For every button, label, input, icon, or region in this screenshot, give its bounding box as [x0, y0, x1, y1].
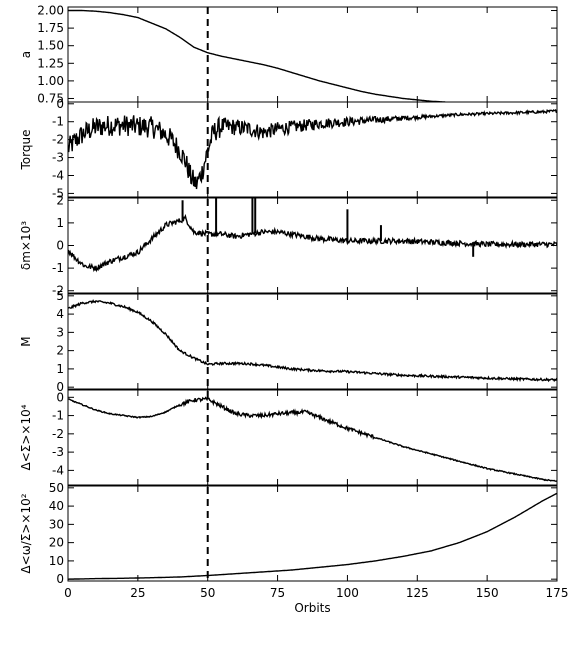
y-tick-label-torque: 0	[56, 97, 64, 111]
series-line-a	[68, 9, 446, 102]
panel-frame-dratio	[67, 485, 558, 582]
y-tick-label-dm: -1	[52, 261, 64, 275]
y-axis-label-mdot: M	[19, 336, 33, 346]
x-tick-label: 50	[200, 586, 215, 600]
y-tick-label-dsigma: -1	[52, 409, 64, 423]
y-tick-label-dratio: 40	[49, 499, 64, 513]
panel-a: 0.75 1.00 1.25 1.50 1.75 2.00 a	[19, 4, 558, 105]
y-tick-label-a: 1.00	[37, 74, 64, 88]
y-tick-label-mdot: 4	[56, 307, 64, 321]
y-tick-label-mdot: 5	[56, 289, 64, 303]
y-tick-label-dsigma: -4	[52, 463, 64, 477]
y-tick-label-dm: -2	[52, 284, 64, 298]
y-tick-label-torque: -1	[52, 115, 64, 129]
y-tick-label-a: 1.25	[37, 56, 64, 70]
y-tick-label-dsigma: 0	[56, 390, 64, 404]
y-axis-label-dm: δm×10³	[19, 221, 33, 270]
x-tick-label: 75	[270, 586, 285, 600]
y-axis-label-dratio: Δ<ω/Σ>×10²	[19, 493, 33, 573]
y-tick-label-a: 1.50	[37, 39, 64, 53]
y-tick-label-dm: 2	[56, 193, 64, 207]
y-tick-label-dratio: 20	[49, 536, 64, 550]
series-line-dsigma	[68, 395, 557, 482]
x-axis-label: Orbits	[294, 601, 330, 615]
x-tick-label: 100	[336, 586, 359, 600]
panel-torque: -5 -4 -3 -2 -1 0 Torque	[19, 97, 558, 200]
y-tick-label-a: 0.75	[37, 91, 64, 105]
y-tick-label-torque: -5	[52, 186, 64, 200]
panel-dratio: 0 10 20 30 40 50 Δ<ω/Σ>×10²	[19, 481, 558, 586]
x-tick-label: 0	[64, 586, 72, 600]
y-tick-label-dsigma: -3	[52, 445, 64, 459]
x-tick-label: 150	[476, 586, 499, 600]
x-tick-label: 175	[546, 586, 569, 600]
y-tick-label-mdot: 3	[56, 325, 64, 339]
y-axis-label-torque: Torque	[19, 130, 33, 171]
y-tick-label-dsigma: -2	[52, 427, 64, 441]
x-tick-label: 125	[406, 586, 429, 600]
panel-frame-a	[67, 6, 558, 103]
y-tick-label-torque: -4	[52, 168, 64, 182]
panel-frame-dsigma	[67, 389, 558, 486]
series-line-dm	[68, 213, 557, 273]
y-tick-label-torque: -3	[52, 151, 64, 165]
panel-dm: -2 -1 0 1 2 δm×10³	[19, 193, 558, 298]
y-tick-label-dm: 1	[56, 216, 64, 230]
x-tick-label: 25	[130, 586, 145, 600]
panel-frame-torque	[67, 101, 558, 198]
panel-dsigma: -4 -3 -2 -1 0 Δ<Σ>×10⁴	[19, 389, 558, 486]
y-tick-label-mdot: 0	[56, 380, 64, 394]
y-tick-label-mdot: 2	[56, 344, 64, 358]
y-tick-label-a: 1.75	[37, 21, 64, 35]
x-tick-labels: 0 25 50 75 100 125 150 175	[64, 586, 568, 600]
panels: 0.75 1.00 1.25 1.50 1.75 2.00 a -5 -4 -3 -2 -1 0 Torq…	[19, 4, 558, 586]
y-tick-label-torque: -2	[52, 133, 64, 147]
panel-mdot: 0 1 2 3 4 5 M	[19, 289, 558, 394]
series-line-mdot	[68, 299, 557, 383]
series-line-dratio	[68, 492, 557, 580]
panel-frame-mdot	[67, 293, 558, 390]
y-tick-label-dm: 0	[56, 239, 64, 253]
y-tick-label-dratio: 50	[49, 481, 64, 495]
y-tick-label-dratio: 0	[56, 572, 64, 586]
y-tick-label-dratio: 30	[49, 517, 64, 531]
y-tick-label-mdot: 1	[56, 362, 64, 376]
y-axis-label-a: a	[19, 51, 33, 58]
y-tick-label-dratio: 10	[49, 554, 64, 568]
panel-frame-dm	[67, 197, 558, 294]
y-axis-label-dsigma: Δ<Σ>×10⁴	[19, 404, 33, 470]
y-tick-label-a: 2.00	[37, 4, 64, 18]
series-line-torque	[68, 108, 557, 190]
